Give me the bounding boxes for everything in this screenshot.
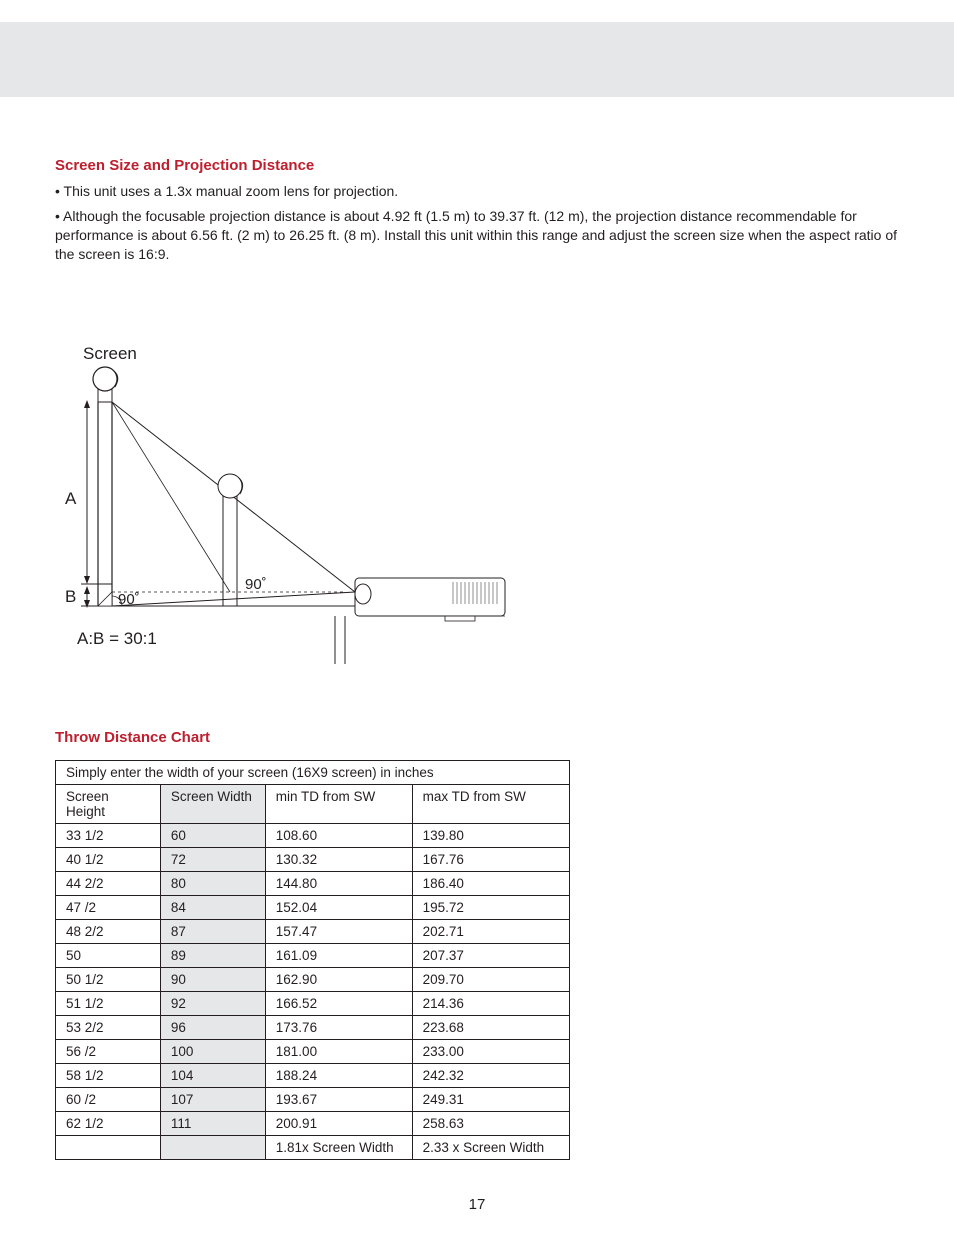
table-row: 47 /284152.04195.72 (56, 895, 570, 919)
heading-throw-distance: Throw Distance Chart (55, 729, 899, 746)
paragraph-distance-range: • Although the focusable projection dist… (55, 207, 899, 264)
table-cell: 161.09 (265, 943, 412, 967)
table-cell: 111 (160, 1111, 265, 1135)
table-cell: 200.91 (265, 1111, 412, 1135)
table-row: 53 2/296173.76223.68 (56, 1015, 570, 1039)
table-cell: 84 (160, 895, 265, 919)
table-cell: 144.80 (265, 871, 412, 895)
table-cell (160, 1135, 265, 1159)
table-cell: 130.32 (265, 847, 412, 871)
table-row: 62 1/2111200.91258.63 (56, 1111, 570, 1135)
table-cell: 181.00 (265, 1039, 412, 1063)
table-cell: 242.32 (412, 1063, 569, 1087)
table-cell: 50 (56, 943, 161, 967)
col-header: Screen Height (56, 784, 161, 823)
table-cell: 202.71 (412, 919, 569, 943)
table-row: 56 /2100181.00233.00 (56, 1039, 570, 1063)
table-caption: Simply enter the width of your screen (1… (56, 760, 570, 784)
diagram-label-a: A (65, 489, 77, 508)
table-cell: 166.52 (265, 991, 412, 1015)
table-row: 58 1/2104188.24242.32 (56, 1063, 570, 1087)
table-cell (56, 1135, 161, 1159)
table-cell: 56 /2 (56, 1039, 161, 1063)
table-cell: 162.90 (265, 967, 412, 991)
table-cell: 90 (160, 967, 265, 991)
table-cell: 1.81x Screen Width (265, 1135, 412, 1159)
table-cell: 108.60 (265, 823, 412, 847)
table-cell: 186.40 (412, 871, 569, 895)
table-row: 40 1/272130.32167.76 (56, 847, 570, 871)
diagram-angle-2: 90˚ (118, 591, 140, 608)
table-cell: 72 (160, 847, 265, 871)
table-cell: 167.76 (412, 847, 569, 871)
col-header: Screen Width (160, 784, 265, 823)
page-number: 17 (55, 1196, 899, 1213)
table-cell: 157.47 (265, 919, 412, 943)
diagram-label-b: B (65, 587, 76, 606)
table-cell: 207.37 (412, 943, 569, 967)
throw-distance-table: Simply enter the width of your screen (1… (55, 760, 570, 1160)
table-cell: 193.67 (265, 1087, 412, 1111)
table-cell: 107 (160, 1087, 265, 1111)
table-cell: 139.80 (412, 823, 569, 847)
table-cell: 188.24 (265, 1063, 412, 1087)
table-cell: 51 1/2 (56, 991, 161, 1015)
table-row: 33 1/260108.60139.80 (56, 823, 570, 847)
table-cell: 40 1/2 (56, 847, 161, 871)
table-cell: 258.63 (412, 1111, 569, 1135)
table-cell: 104 (160, 1063, 265, 1087)
table-cell: 96 (160, 1015, 265, 1039)
table-cell: 60 /2 (56, 1087, 161, 1111)
header-bar (0, 22, 954, 97)
table-cell: 89 (160, 943, 265, 967)
table-cell: 233.00 (412, 1039, 569, 1063)
table-cell: 214.36 (412, 991, 569, 1015)
table-cell: 249.31 (412, 1087, 569, 1111)
table-cell: 87 (160, 919, 265, 943)
table-cell: 53 2/2 (56, 1015, 161, 1039)
table-cell: 92 (160, 991, 265, 1015)
screen-roller-icon (93, 367, 117, 391)
col-header: max TD from SW (412, 784, 569, 823)
page-content: Screen Size and Projection Distance • Th… (0, 97, 954, 1243)
table-cell: 209.70 (412, 967, 569, 991)
table-cell: 195.72 (412, 895, 569, 919)
diagram-angle-1: 90˚ (245, 576, 267, 593)
table-row: 60 /2107193.67249.31 (56, 1087, 570, 1111)
table-cell: 80 (160, 871, 265, 895)
heading-screen-size: Screen Size and Projection Distance (55, 157, 899, 174)
table-cell: 2.33 x Screen Width (412, 1135, 569, 1159)
table-cell: 223.68 (412, 1015, 569, 1039)
paragraph-zoom-lens: • This unit uses a 1.3x manual zoom lens… (55, 182, 899, 201)
table-cell: 60 (160, 823, 265, 847)
diagram-ratio: A:B = 30:1 (77, 629, 157, 648)
table-row: 51 1/292166.52214.36 (56, 991, 570, 1015)
table-cell: 50 1/2 (56, 967, 161, 991)
table-cell: 33 1/2 (56, 823, 161, 847)
person-icon (218, 474, 242, 498)
table-cell: 48 2/2 (56, 919, 161, 943)
table-cell: 44 2/2 (56, 871, 161, 895)
table-cell: 100 (160, 1039, 265, 1063)
table-cell: 62 1/2 (56, 1111, 161, 1135)
table-row: 50 1/290162.90209.70 (56, 967, 570, 991)
table-cell: 173.76 (265, 1015, 412, 1039)
projection-diagram: Screen A B (65, 344, 899, 689)
table-row: 44 2/280144.80186.40 (56, 871, 570, 895)
table-row: 48 2/287157.47202.71 (56, 919, 570, 943)
table-cell: 58 1/2 (56, 1063, 161, 1087)
table-header-row: Screen Height Screen Width min TD from S… (56, 784, 570, 823)
diagram-screen-label: Screen (83, 344, 137, 363)
table-row: 5089161.09207.37 (56, 943, 570, 967)
table-footer-row: 1.81x Screen Width 2.33 x Screen Width (56, 1135, 570, 1159)
col-header: min TD from SW (265, 784, 412, 823)
table-cell: 152.04 (265, 895, 412, 919)
table-cell: 47 /2 (56, 895, 161, 919)
